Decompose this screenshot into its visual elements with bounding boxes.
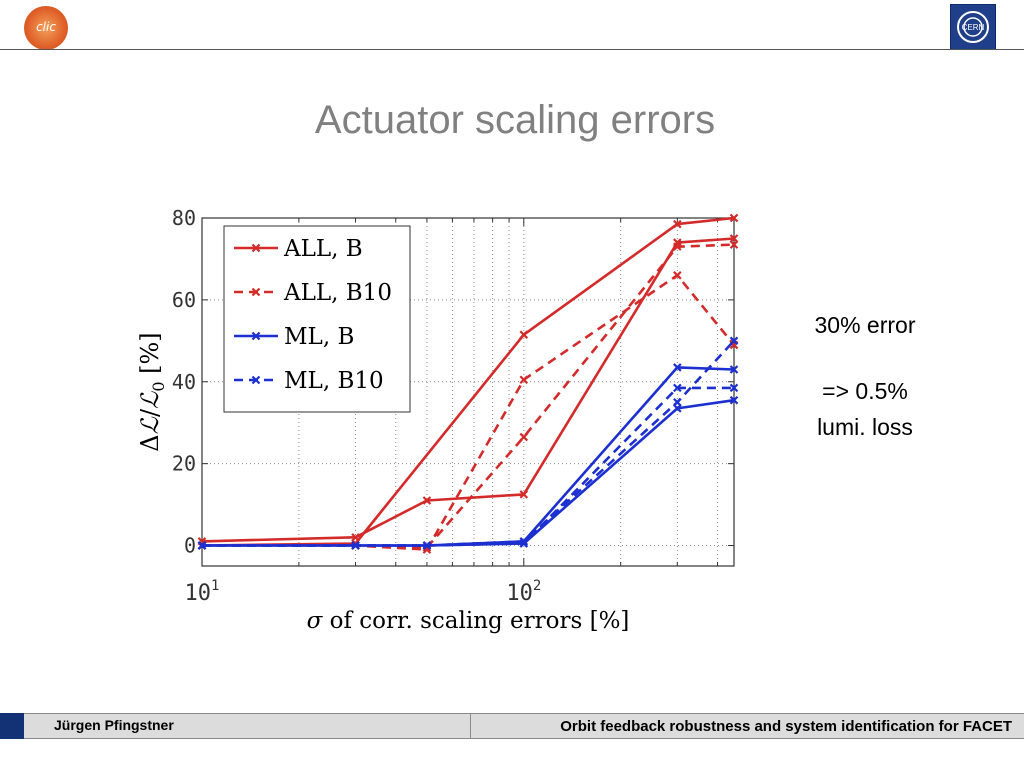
footer-talk-title: Orbit feedback robustness and system ide… bbox=[560, 718, 1012, 735]
x-tick-label: 101 bbox=[185, 578, 220, 606]
footer-bar bbox=[0, 713, 1024, 739]
data-point bbox=[519, 432, 529, 442]
data-point bbox=[673, 242, 682, 251]
slide-title: Actuator scaling errors bbox=[314, 98, 716, 142]
series-8 bbox=[197, 336, 739, 550]
footer-divider bbox=[470, 713, 471, 739]
data-point bbox=[519, 375, 529, 384]
data-point bbox=[673, 219, 682, 229]
y-tick-label: 20 bbox=[172, 452, 196, 476]
series-line bbox=[201, 237, 735, 543]
footer-author: Jürgen Pfingstner bbox=[54, 717, 174, 733]
y-tick-label: 40 bbox=[172, 370, 196, 394]
annotation-line-1: 30% error bbox=[814, 312, 916, 338]
cern-logo: CERN bbox=[950, 4, 996, 50]
y-tick-label: 60 bbox=[172, 288, 196, 312]
series-line bbox=[202, 339, 735, 547]
y-tick-label: 0 bbox=[184, 534, 196, 558]
footer-accent-block bbox=[0, 713, 24, 739]
data-point bbox=[422, 541, 432, 550]
x-tick-label: 102 bbox=[506, 578, 541, 606]
clic-logo-text: clic bbox=[36, 20, 56, 34]
data-point bbox=[729, 395, 739, 405]
legend-label: ALL, B bbox=[283, 236, 363, 262]
legend-entry: ML, B10 bbox=[234, 368, 384, 394]
data-point bbox=[251, 331, 261, 341]
legend: ALL, B ALL, B10 ML, B ML, B10 bbox=[223, 225, 411, 413]
y-axis-label: Δℒ/ℒ0 [%] bbox=[136, 332, 168, 451]
data-point bbox=[729, 383, 739, 393]
data-point bbox=[519, 490, 529, 499]
data-point bbox=[673, 397, 682, 407]
legend-entry: ALL, B10 bbox=[234, 280, 392, 306]
plot-frame bbox=[201, 217, 735, 567]
legend-entry: ML, B bbox=[234, 324, 354, 350]
cern-logo-emblem: CERN bbox=[957, 11, 989, 43]
data-point bbox=[251, 243, 261, 253]
legend-entry: ALL, B bbox=[234, 236, 363, 262]
data-point bbox=[729, 365, 739, 374]
y-tick-label: 80 bbox=[172, 206, 196, 230]
data-point bbox=[422, 496, 432, 505]
annotation-line-2: => 0.5% bbox=[822, 378, 908, 404]
data-point bbox=[251, 287, 261, 297]
legend-label: ML, B10 bbox=[284, 368, 384, 394]
data-point bbox=[197, 541, 207, 550]
legend-label: ML, B bbox=[284, 324, 354, 350]
clic-logo: clic bbox=[24, 6, 68, 50]
data-point bbox=[729, 213, 739, 223]
data-point bbox=[519, 537, 529, 546]
data-point bbox=[673, 383, 682, 393]
data-point bbox=[519, 330, 529, 339]
header-divider bbox=[0, 49, 1024, 50]
series-2 bbox=[197, 213, 739, 550]
data-point bbox=[673, 271, 682, 280]
data-point bbox=[729, 336, 739, 346]
data-point bbox=[729, 240, 739, 249]
legend-label: ALL, B10 bbox=[283, 280, 392, 306]
data-point bbox=[251, 375, 261, 385]
cern-logo-text: CERN bbox=[962, 23, 985, 32]
annotation-line-3: lumi. loss bbox=[817, 414, 913, 440]
data-point bbox=[351, 541, 360, 550]
x-axis-label: σ of corr. scaling errors [%] bbox=[307, 608, 630, 634]
data-point bbox=[673, 363, 682, 372]
